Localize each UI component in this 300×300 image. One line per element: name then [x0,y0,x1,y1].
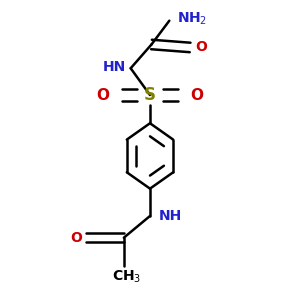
Text: O: O [96,88,109,103]
Text: O: O [196,40,207,55]
Text: O: O [191,88,204,103]
Text: HN: HN [103,60,126,74]
Text: NH$_2$: NH$_2$ [177,11,207,27]
Text: S: S [144,86,156,104]
Text: NH: NH [159,209,182,223]
Text: O: O [70,231,82,245]
Text: CH$_3$: CH$_3$ [112,268,142,285]
